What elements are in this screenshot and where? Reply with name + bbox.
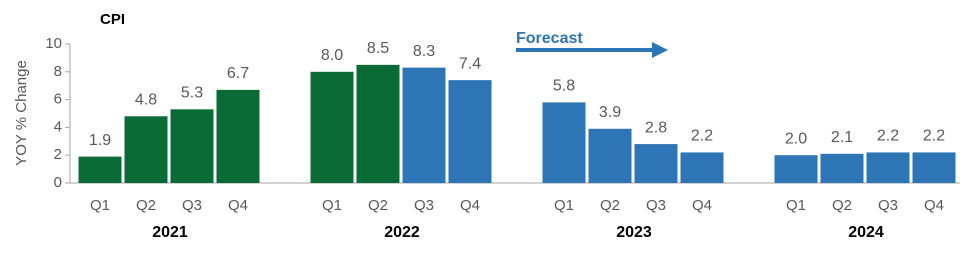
chart-title: CPI [100,11,125,28]
year-label: 2023 [616,224,652,241]
x-tick-label: Q2 [368,197,388,214]
bar [448,80,492,183]
x-tick-label: Q1 [90,197,110,214]
bar [216,89,260,183]
forecast-arrowhead [652,42,668,58]
y-tick-label: 2 [54,146,62,163]
value-label: 5.3 [181,85,203,102]
x-tick-label: Q2 [136,197,156,214]
value-label: 2.8 [645,119,667,136]
value-label: 2.2 [691,128,713,145]
value-label: 8.0 [321,47,343,64]
bar [912,152,956,183]
x-tick-label: Q4 [924,197,944,214]
year-label: 2021 [152,224,188,241]
x-tick-label: Q3 [182,197,202,214]
value-label: 2.1 [831,129,853,146]
value-label: 7.4 [459,55,481,72]
y-tick-label: 4 [54,118,62,135]
value-label: 2.2 [923,128,945,145]
y-tick-label: 8 [54,63,62,80]
year-label: 2022 [384,224,420,241]
x-tick-label: Q3 [646,197,666,214]
year-label: 2024 [848,224,884,241]
bar [170,109,214,183]
bar [774,155,818,183]
x-tick-label: Q4 [692,197,712,214]
y-tick-label: 6 [54,91,62,108]
bar [588,128,632,183]
value-label: 2.2 [877,128,899,145]
x-tick-label: Q1 [554,197,574,214]
value-label: 4.8 [135,91,157,108]
value-label: 3.9 [599,104,621,121]
bar [310,71,354,183]
bar [402,67,446,183]
value-label: 5.8 [553,78,575,95]
y-axis-label: YOY % Change [13,60,30,166]
value-label: 6.7 [227,65,249,82]
value-label: 8.3 [413,43,435,60]
y-tick-label: 0 [54,174,62,191]
bar [124,116,168,183]
bar [866,152,910,183]
x-tick-label: Q3 [878,197,898,214]
value-label: 8.5 [367,40,389,57]
bar [634,144,678,183]
x-tick-label: Q2 [832,197,852,214]
x-tick-label: Q3 [414,197,434,214]
x-tick-label: Q2 [600,197,620,214]
bar [356,64,400,183]
value-label: 2.0 [785,130,807,147]
value-label: 1.9 [89,132,111,149]
y-tick-label: 10 [45,35,62,52]
x-tick-label: Q4 [460,197,480,214]
bar [820,153,864,183]
x-tick-label: Q1 [786,197,806,214]
bar [78,156,122,183]
bar [680,152,724,183]
bar [542,102,586,183]
x-tick-label: Q4 [228,197,248,214]
x-tick-label: Q1 [322,197,342,214]
forecast-annotation: Forecast [516,30,583,47]
